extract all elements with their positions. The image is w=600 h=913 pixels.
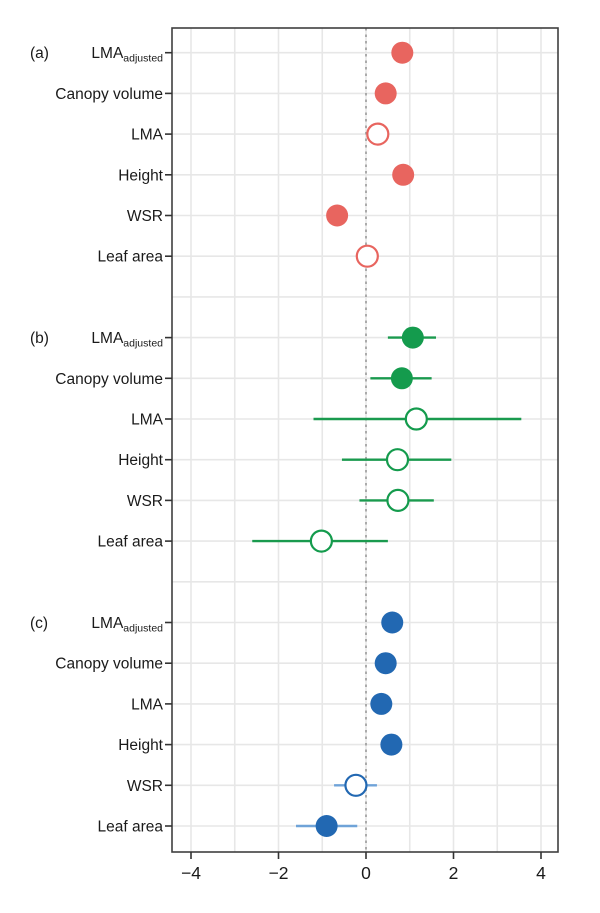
- y-axis-label: Leaf area: [98, 819, 164, 836]
- y-axis-label: LMAadjusted: [91, 45, 163, 64]
- y-axis-label: LMA: [131, 412, 164, 429]
- y-axis-label: Height: [118, 737, 163, 754]
- data-point: [366, 122, 390, 146]
- y-axis-label: Height: [118, 167, 163, 184]
- y-axis-label: Height: [118, 452, 163, 469]
- y-axis-label: Leaf area: [98, 249, 164, 266]
- y-axis-label: LMAadjusted: [91, 615, 163, 635]
- x-tick-label: 0: [361, 863, 371, 883]
- x-tick-label: −4: [181, 863, 201, 883]
- y-axis-label: Canopy volume: [55, 656, 163, 673]
- panel-letter: (b): [30, 330, 49, 347]
- y-axis-label: Canopy volume: [55, 86, 163, 103]
- data-point: [385, 448, 410, 472]
- data-point: [355, 244, 379, 268]
- data-point: [381, 611, 404, 634]
- y-axis-label: LMA: [131, 696, 164, 713]
- y-axis-label: LMA: [131, 127, 164, 144]
- data-point: [392, 163, 415, 186]
- data-point: [386, 488, 410, 512]
- panel-letter: (c): [30, 615, 48, 632]
- y-axis-label: WSR: [127, 778, 163, 795]
- x-tick-label: 2: [449, 863, 459, 883]
- data-point: [374, 82, 397, 105]
- data-point: [390, 367, 413, 390]
- y-axis-label: Canopy volume: [55, 371, 163, 388]
- data-point: [404, 407, 428, 431]
- x-tick-label: −2: [269, 863, 289, 883]
- data-point: [374, 652, 397, 675]
- data-point: [391, 41, 414, 64]
- data-point: [344, 773, 368, 797]
- data-point: [326, 204, 349, 227]
- data-point: [380, 733, 403, 756]
- panel-letter: (a): [30, 45, 49, 62]
- y-axis-label: Leaf area: [98, 534, 164, 551]
- y-axis-label: WSR: [127, 208, 163, 225]
- data-point: [315, 815, 338, 837]
- plot-border: [171, 27, 559, 853]
- data-point: [370, 692, 393, 715]
- x-tick-label: 4: [536, 863, 546, 883]
- y-axis-label: LMAadjusted: [91, 330, 163, 350]
- data-point: [309, 529, 333, 553]
- y-axis-label: WSR: [127, 493, 163, 510]
- data-point: [401, 326, 424, 349]
